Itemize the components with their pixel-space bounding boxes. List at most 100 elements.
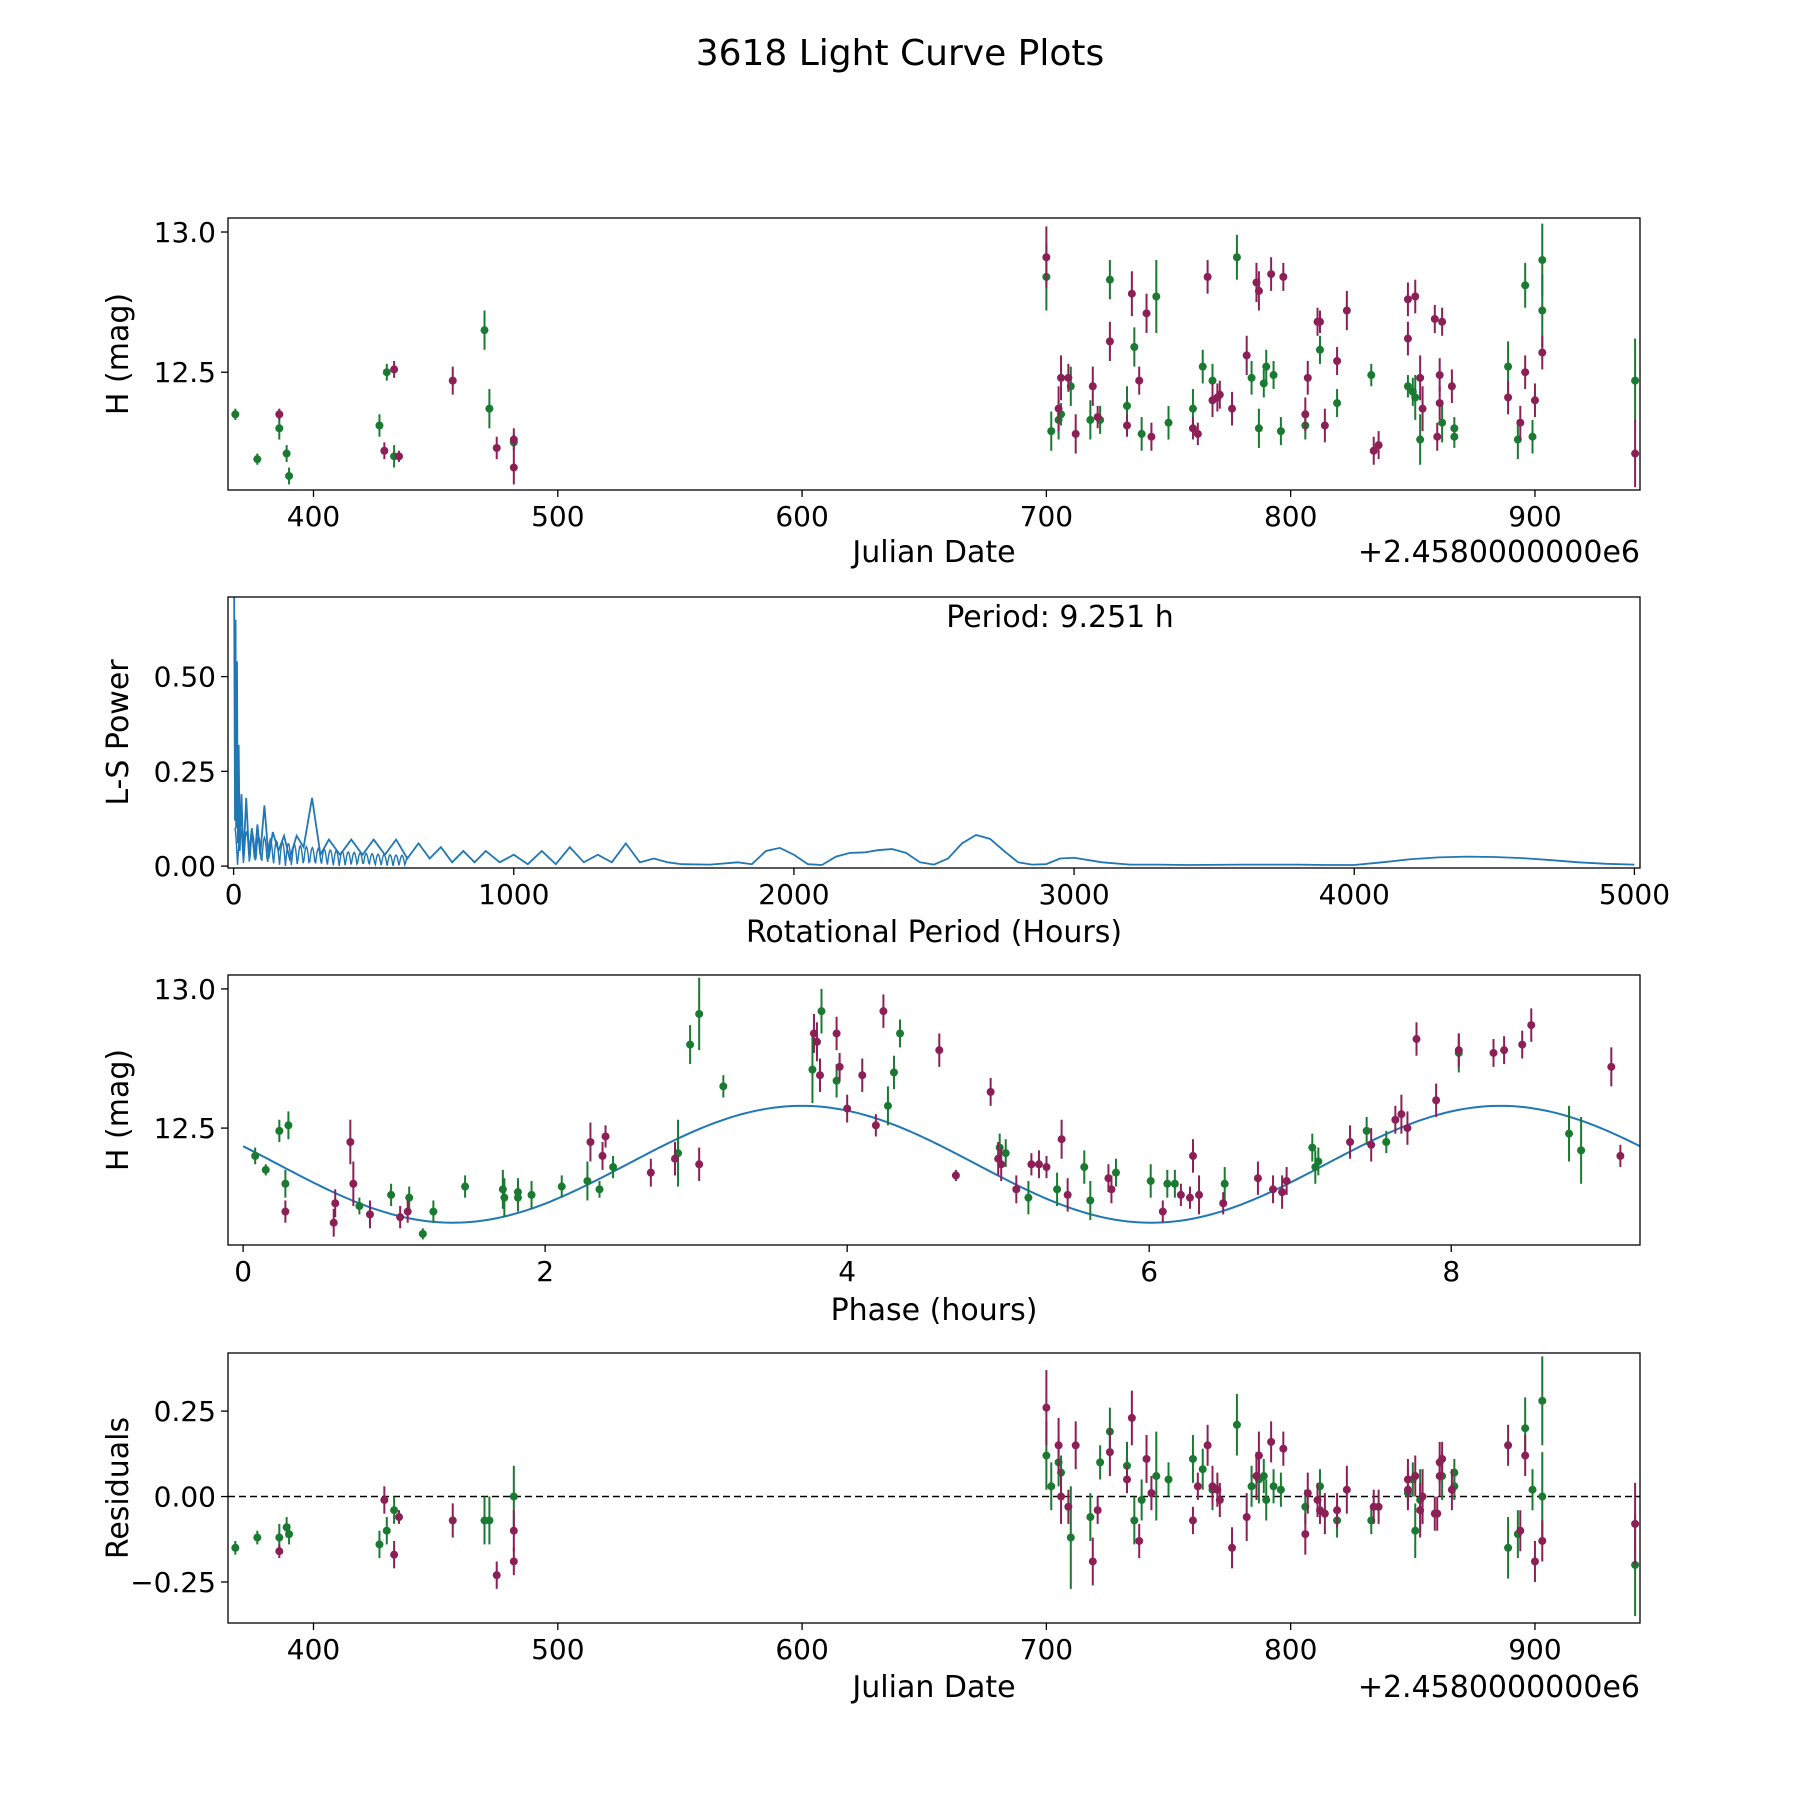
y-tick-label: 12.5	[154, 356, 216, 389]
data-point-filter-magenta	[1158, 1200, 1167, 1223]
marker	[365, 1210, 374, 1219]
marker	[609, 1163, 618, 1172]
marker	[1093, 1506, 1102, 1515]
data-point-filter-magenta	[1279, 262, 1288, 291]
marker	[1188, 1454, 1197, 1463]
data-point-filter-green	[817, 988, 826, 1034]
data-point-filter-green	[405, 1186, 414, 1209]
marker	[1412, 1035, 1421, 1044]
marker	[1631, 449, 1640, 458]
data-point-filter-green	[485, 1496, 494, 1545]
data-point-filter-green	[282, 445, 291, 462]
figure-title: 3618 Light Curve Plots	[696, 33, 1105, 74]
marker	[275, 1533, 284, 1542]
data-point-filter-green	[1276, 1472, 1285, 1507]
marker	[1500, 1046, 1509, 1055]
data-point-filter-green	[1001, 1139, 1010, 1168]
data-point-filter-green	[480, 310, 489, 350]
x-tick-label: 6	[1140, 1255, 1158, 1288]
data-point-filter-green	[1130, 1496, 1139, 1545]
marker	[586, 1138, 595, 1147]
marker	[1528, 432, 1537, 441]
panel-periodogram: 0 1000 2000 3000 4000 5000 0.00 0.25 0.50 Rotatio…	[101, 596, 1670, 950]
marker	[1105, 337, 1114, 346]
data-point-filter-magenta	[1538, 335, 1547, 370]
data-point-filter-magenta	[403, 1200, 412, 1223]
data-point-filter-magenta	[1416, 355, 1425, 401]
marker	[1269, 1482, 1278, 1491]
marker	[1104, 1174, 1113, 1183]
marker	[889, 1068, 898, 1077]
marker	[1504, 393, 1513, 402]
marker	[1137, 1495, 1146, 1504]
marker	[1538, 1536, 1547, 1545]
data-point-filter-green	[375, 1530, 384, 1559]
data-point-filter-green	[1232, 234, 1241, 280]
marker	[1333, 357, 1342, 366]
data-point-filter-magenta	[1303, 1472, 1312, 1514]
data-point-filter-magenta	[509, 428, 518, 451]
marker	[1247, 373, 1256, 382]
data-point-filter-magenta	[1320, 408, 1329, 443]
data-point-filter-magenta	[1188, 1506, 1197, 1535]
data-point-filter-magenta	[1088, 1537, 1097, 1586]
marker	[1208, 376, 1217, 385]
data-point-filter-magenta	[492, 1561, 501, 1589]
data-point-filter-magenta	[1057, 1119, 1066, 1159]
marker	[1147, 432, 1156, 441]
marker	[1418, 1492, 1427, 1501]
marker	[1346, 1138, 1355, 1147]
marker	[1438, 1454, 1447, 1463]
data-point-filter-green	[1198, 349, 1207, 384]
marker	[1416, 373, 1425, 382]
data-point-filter-magenta	[329, 1208, 338, 1237]
marker	[1362, 1126, 1371, 1135]
panel-residuals: 400 500 600 700 800 900 −0.25 0.00 0.25 Julian Da…	[101, 1352, 1641, 1705]
marker	[281, 1179, 290, 1188]
data-point-filter-magenta	[1267, 1421, 1276, 1463]
data-point-filter-magenta	[1489, 1039, 1498, 1067]
data-point-filter-magenta	[1500, 1036, 1509, 1065]
data-point-filter-green	[527, 1180, 536, 1209]
y-tick-label: 13.0	[154, 216, 216, 249]
axes-frame	[227, 1352, 1641, 1624]
data-point-filter-magenta	[1063, 1178, 1072, 1212]
data-point-filter-green	[1254, 408, 1263, 448]
data-point-filter-green	[832, 1064, 841, 1098]
data-point-filter-magenta	[815, 1058, 824, 1092]
data-point-filter-magenta	[1435, 358, 1444, 392]
marker	[598, 1151, 607, 1160]
data-point-filter-green	[1152, 1431, 1161, 1521]
data-point-filter-magenta	[331, 1189, 340, 1218]
marker	[1577, 1146, 1586, 1155]
data-point-filter-green	[382, 363, 391, 381]
data-point-filter-magenta	[390, 1540, 399, 1569]
data-point-filter-magenta	[1447, 1469, 1456, 1511]
marker	[843, 1104, 852, 1113]
data-point-filter-magenta	[695, 1147, 704, 1181]
marker	[380, 446, 389, 455]
marker	[395, 452, 404, 461]
marker	[500, 1193, 509, 1202]
marker	[1279, 272, 1288, 281]
marker	[951, 1171, 960, 1180]
marker	[1454, 1046, 1463, 1055]
marker	[1054, 404, 1063, 413]
data-point-filter-magenta	[1185, 1186, 1194, 1209]
data-point-filter-magenta	[1107, 1175, 1116, 1204]
data-point-filter-magenta	[843, 1094, 852, 1123]
data-point-filter-green	[275, 1119, 284, 1143]
marker	[1152, 292, 1161, 301]
marker	[331, 1199, 340, 1208]
marker	[1042, 1163, 1051, 1172]
data-point-filter-magenta	[275, 408, 284, 420]
data-point-filter-magenta	[1391, 1105, 1400, 1134]
marker	[1374, 1502, 1383, 1511]
marker	[1054, 1441, 1063, 1450]
marker	[1315, 317, 1324, 326]
data-point-filter-magenta	[1403, 1111, 1412, 1145]
marker	[1053, 1185, 1062, 1194]
data-point-filter-magenta	[1147, 422, 1156, 451]
data-point-filter-green	[1080, 1150, 1089, 1184]
plot-area-residuals	[228, 1356, 1640, 1617]
